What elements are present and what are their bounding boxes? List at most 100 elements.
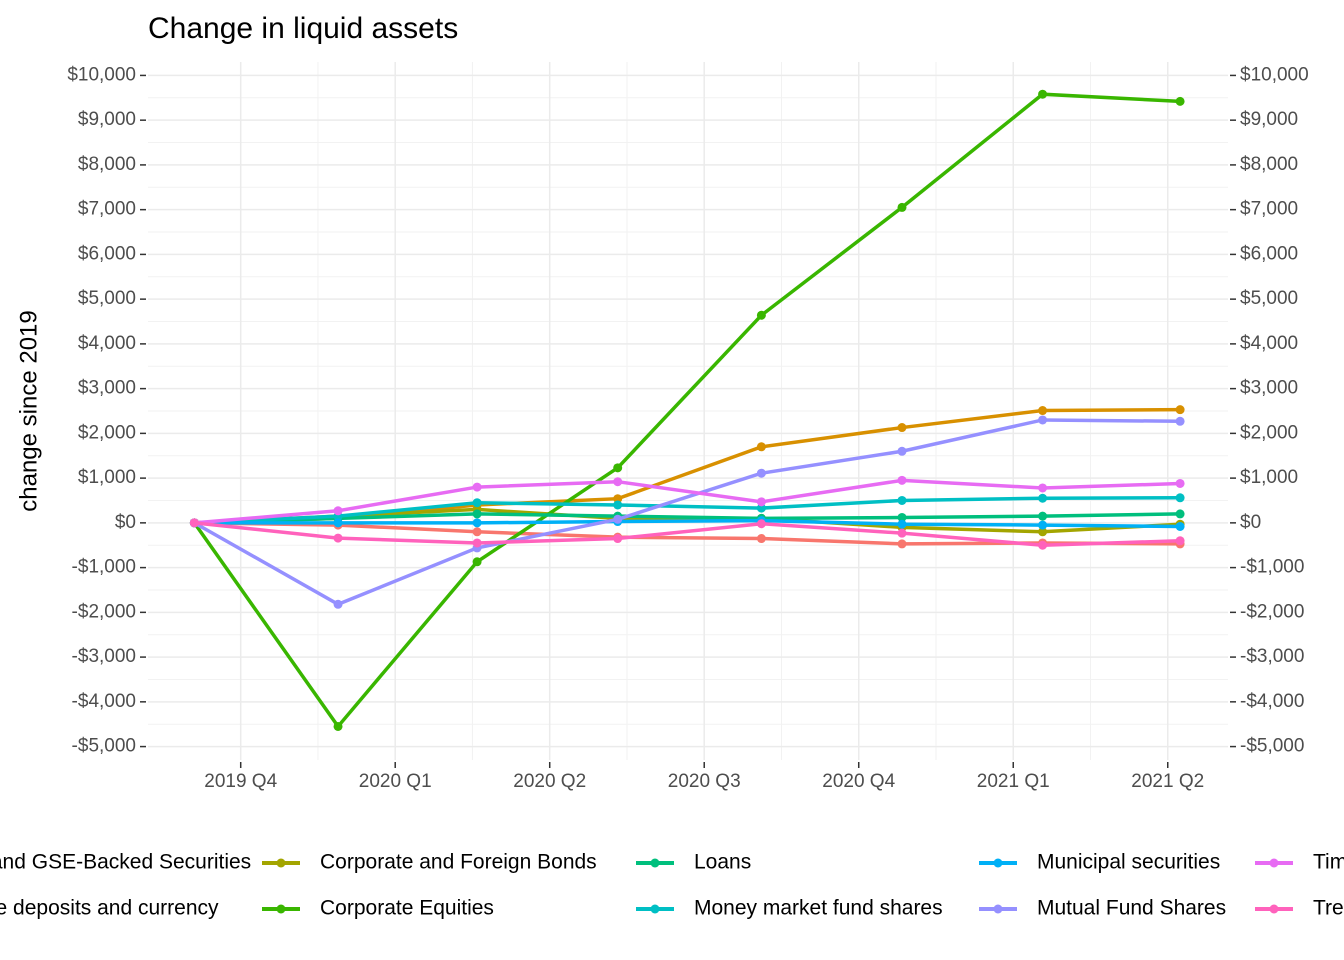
point: [333, 518, 343, 528]
y2-tick-label: $1,000: [1240, 467, 1298, 488]
point: [1175, 478, 1185, 488]
point: [1038, 406, 1048, 416]
point: [472, 498, 482, 508]
y-axis-label: change since 2019: [15, 310, 42, 512]
legend-key-point: [650, 858, 660, 868]
y2-tick-label: $2,000: [1240, 422, 1298, 443]
point: [756, 503, 766, 513]
point: [1038, 415, 1048, 425]
legend-label: Mutual Fund Shares: [1037, 897, 1226, 920]
point: [897, 495, 907, 505]
chart-title: Change in liquid assets: [148, 12, 458, 45]
point: [1038, 527, 1048, 537]
x-tick-label: 2020 Q3: [668, 771, 741, 792]
y-tick-label: -$3,000: [72, 646, 136, 667]
point: [897, 423, 907, 433]
x-tick-label: 2020 Q1: [359, 771, 432, 792]
series-line: [192, 92, 1181, 730]
point: [897, 528, 907, 538]
y-tick-label: $7,000: [78, 199, 136, 220]
x-tick-label: 2019 Q4: [204, 771, 277, 792]
point: [897, 519, 907, 529]
point: [613, 534, 623, 544]
legend-label: Municipal securities: [1037, 851, 1220, 874]
point: [1038, 540, 1048, 550]
y-tick-label: -$2,000: [72, 601, 136, 622]
point: [472, 482, 482, 492]
y2-tick-label: -$2,000: [1240, 601, 1304, 622]
legend-label: Treasury securities: [1313, 897, 1344, 920]
series-line: [194, 518, 1181, 529]
series-line: [194, 521, 1181, 547]
legend-key-point: [1269, 858, 1279, 868]
legend-key-point: [1269, 904, 1279, 914]
y2-tick-label: $5,000: [1240, 288, 1298, 309]
x-tick-label: 2020 Q2: [513, 771, 586, 792]
point: [472, 518, 482, 528]
series-line: [194, 478, 1181, 525]
x-tick-label: 2020 Q4: [822, 771, 895, 792]
y-tick-label: $2,000: [78, 422, 136, 443]
y2-tick-label: $8,000: [1240, 154, 1298, 175]
point: [897, 202, 907, 212]
y2-tick-label: $3,000: [1240, 378, 1298, 399]
legend-key-point: [993, 858, 1003, 868]
point: [1175, 493, 1185, 503]
point: [1175, 509, 1185, 519]
series-line: [193, 418, 1181, 607]
legend-label: Money market fund shares: [694, 897, 943, 920]
point: [472, 557, 482, 567]
point: [613, 514, 623, 524]
y2-tick-label: -$1,000: [1240, 557, 1304, 578]
y-tick-label: -$5,000: [72, 736, 136, 757]
point: [333, 599, 343, 609]
y-tick-label: -$1,000: [72, 557, 136, 578]
legend-label: Corporate Equities: [320, 897, 494, 920]
y-tick-label: $0: [115, 512, 136, 533]
point: [613, 477, 623, 487]
y2-tick-label: $6,000: [1240, 243, 1298, 264]
point: [333, 506, 343, 516]
y2-tick-label: $0: [1240, 512, 1261, 533]
y2-tick-label: $7,000: [1240, 199, 1298, 220]
point: [472, 538, 482, 548]
y-tick-label: $9,000: [78, 109, 136, 130]
point: [1175, 521, 1185, 531]
x-tick-label: 2021 Q1: [977, 771, 1050, 792]
y-tick-label: $4,000: [78, 333, 136, 354]
point: [613, 494, 623, 504]
y2-tick-label: -$5,000: [1240, 736, 1304, 757]
point: [756, 468, 766, 478]
legend-key-point: [276, 904, 286, 914]
y-tick-label: $8,000: [78, 154, 136, 175]
point: [189, 518, 199, 528]
legend-label: Agency- and GSE-Backed Securities: [0, 851, 251, 874]
y2-tick-label: -$4,000: [1240, 691, 1304, 712]
point: [1175, 416, 1185, 426]
point: [333, 721, 343, 731]
point: [897, 475, 907, 485]
y-tick-label: $10,000: [67, 64, 136, 85]
legend-key-point: [276, 858, 286, 868]
point: [756, 497, 766, 507]
legend-key-point: [650, 904, 660, 914]
legend-key-point: [993, 904, 1003, 914]
legend-label: Loans: [694, 851, 751, 874]
point: [1038, 493, 1048, 503]
point: [897, 539, 907, 549]
y2-tick-label: $10,000: [1240, 64, 1309, 85]
series-line: [194, 496, 1181, 525]
point: [756, 442, 766, 452]
point: [1175, 536, 1185, 546]
point: [756, 519, 766, 529]
point: [613, 463, 623, 473]
point: [1038, 483, 1048, 493]
legend-label: Corporate and Foreign Bonds: [320, 851, 597, 874]
point: [472, 509, 482, 519]
x-tick-label: 2021 Q2: [1131, 771, 1204, 792]
y2-tick-label: -$3,000: [1240, 646, 1304, 667]
y-tick-label: $1,000: [78, 467, 136, 488]
y-tick-label: $3,000: [78, 378, 136, 399]
series-line: [194, 512, 1181, 525]
